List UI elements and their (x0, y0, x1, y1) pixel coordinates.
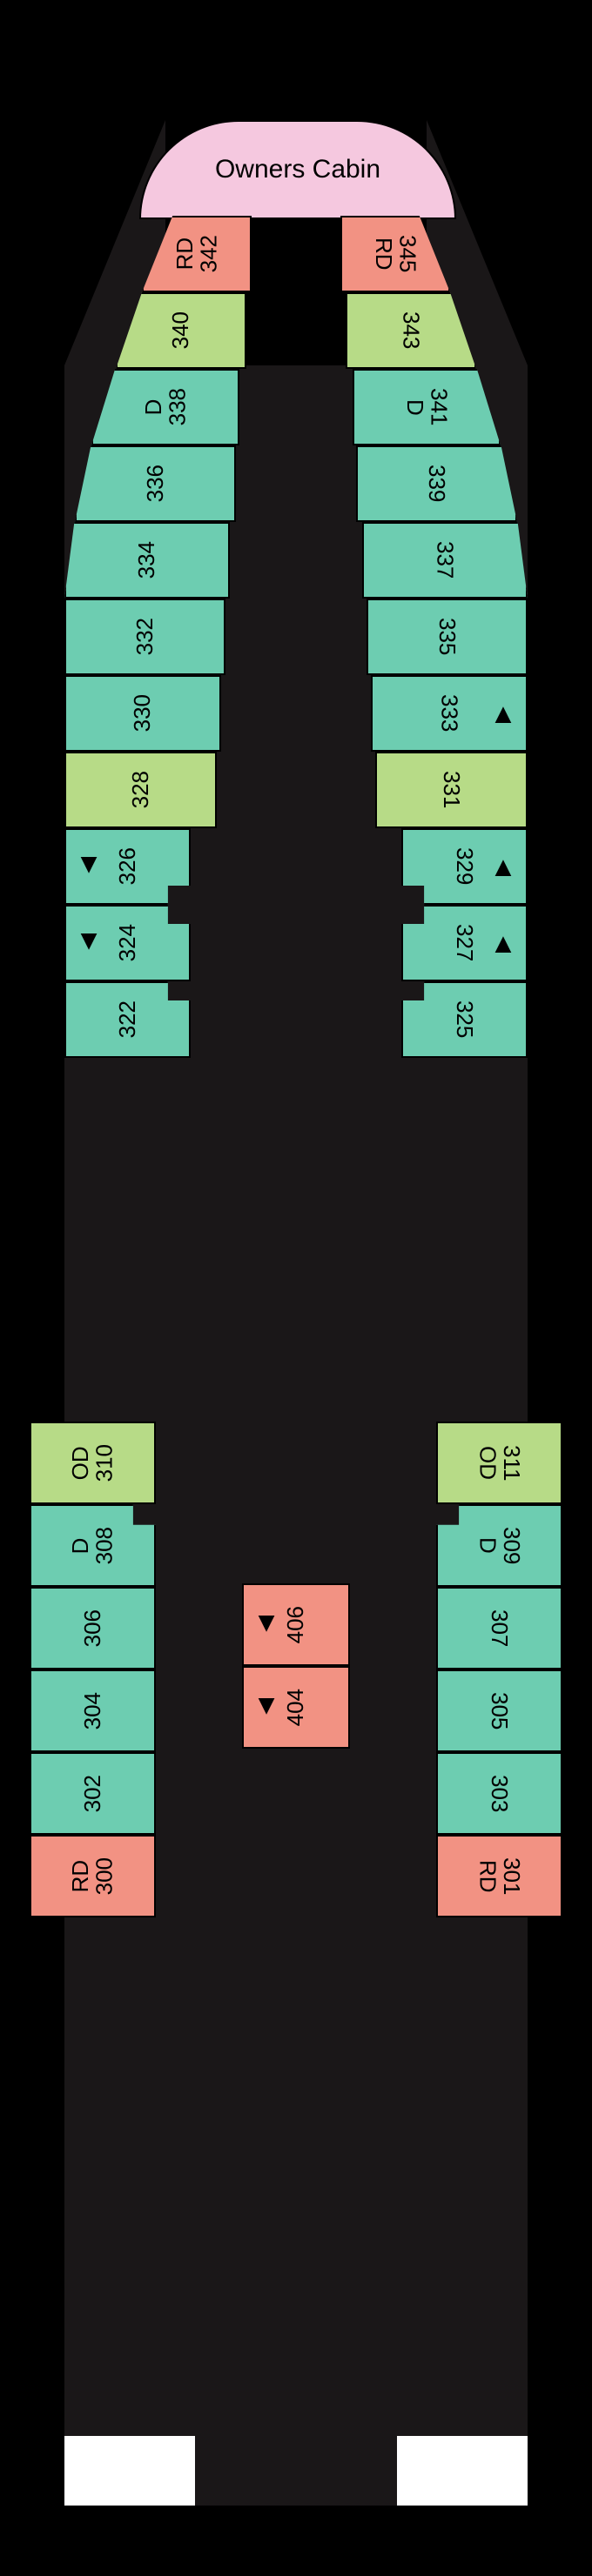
owners-cabin[interactable]: Owners Cabin (139, 120, 456, 219)
cabin-307[interactable]: 307 (436, 1587, 562, 1669)
cabin-label: 309 D (475, 1527, 523, 1564)
cabin-label: 327 (453, 924, 476, 961)
cabin-label: 307 (488, 1609, 511, 1647)
cabin-304[interactable]: 304 (30, 1669, 156, 1752)
cabin-339[interactable]: 339 (356, 445, 517, 522)
cabin-label: 404 (284, 1689, 307, 1726)
cabin-label: RD 342 (173, 235, 221, 272)
connecting-icon: ▲ (487, 698, 519, 729)
cabin-label: 339 (425, 465, 448, 502)
cabin-label: 335 (435, 618, 459, 655)
cabin-label: 330 (131, 694, 154, 732)
cabin-label: OD 310 (69, 1444, 117, 1482)
cabin-328[interactable]: 328 (64, 752, 217, 828)
cabin-label: D 308 (69, 1527, 117, 1564)
cabin-335[interactable]: 335 (367, 599, 528, 675)
owners-cabin-label: Owners Cabin (215, 155, 380, 184)
cabin-337[interactable]: 337 (362, 522, 528, 599)
cabin-label: 343 (399, 311, 422, 349)
cabin-300[interactable]: RD 300 (30, 1835, 156, 1917)
connecting-icon: ▲ (487, 851, 519, 882)
cabin-label: 302 (81, 1775, 104, 1812)
cabin-label: 332 (133, 618, 157, 655)
cabin-label: 301 RD (475, 1857, 523, 1895)
cabin-333[interactable]: 333 ▲ (371, 675, 528, 752)
cabin-404[interactable]: 404▲ (242, 1666, 350, 1749)
cabin-302[interactable]: 302 (30, 1752, 156, 1835)
connecting-icon: ▲ (73, 927, 105, 959)
cabin-label: 341 D (403, 388, 451, 425)
deck-plan: Owners Cabin RD 342 345 RD 340 343 D 338 341 … (0, 0, 592, 2576)
cabin-label: 331 (440, 771, 463, 808)
cabin-305[interactable]: 305 (436, 1669, 562, 1752)
cabin-301[interactable]: 301 RD (436, 1835, 562, 1917)
cabin-310[interactable]: OD 310 (30, 1422, 156, 1504)
cabin-306[interactable]: 306 (30, 1587, 156, 1669)
cabin-303[interactable]: 303 (436, 1752, 562, 1835)
cabin-311[interactable]: 311 OD (436, 1422, 562, 1504)
connecting-icon: ▲ (251, 1692, 283, 1723)
cabin-label: 329 (453, 847, 476, 885)
cabin-406[interactable]: 406▲ (242, 1583, 350, 1666)
connecting-icon: ▲ (251, 1609, 283, 1641)
cabin-label: 328 (129, 771, 152, 808)
cabin-label: 337 (433, 541, 456, 579)
cabin-label: 406 (284, 1606, 307, 1643)
cabin-label: 322 (116, 1000, 139, 1038)
cabin-label: 303 (488, 1775, 511, 1812)
stern-opening (64, 2436, 195, 2506)
cabin-label: 306 (81, 1609, 104, 1647)
cabin-label: 326 (116, 847, 139, 885)
cabin-label: 345 RD (372, 235, 420, 272)
cabin-label: 304 (81, 1692, 104, 1730)
cabin-label: 334 (135, 541, 158, 579)
cabin-330[interactable]: 330 (64, 675, 221, 752)
cabin-label: 324 (116, 924, 139, 961)
cabin-label: 325 (453, 1000, 476, 1038)
connecting-icon: ▲ (487, 927, 519, 959)
cabin-label: 311 OD (475, 1445, 523, 1481)
cabin-label: RD 300 (69, 1857, 117, 1895)
cabin-label: 305 (488, 1692, 511, 1730)
cabin-334[interactable]: 334 (64, 522, 230, 599)
cabin-341[interactable]: 341 D (353, 369, 501, 445)
stern-opening (397, 2436, 528, 2506)
cabin-338[interactable]: D 338 (91, 369, 239, 445)
cabin-label: 333 (437, 694, 461, 732)
cabin-label: D 338 (142, 388, 190, 425)
cabin-332[interactable]: 332 (64, 599, 225, 675)
connecting-icon: ▲ (73, 851, 105, 882)
cabin-331[interactable]: 331 (375, 752, 528, 828)
cabin-label: 336 (144, 465, 167, 502)
cabin-label: 340 (169, 311, 192, 349)
cabin-336[interactable]: 336 (75, 445, 236, 522)
